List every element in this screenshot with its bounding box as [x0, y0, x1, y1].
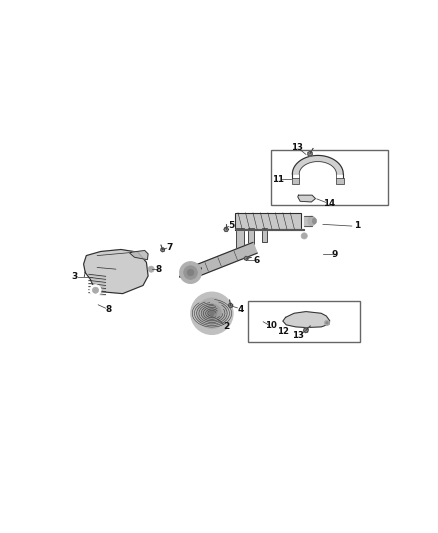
- Polygon shape: [244, 256, 248, 260]
- FancyBboxPatch shape: [336, 178, 344, 184]
- Polygon shape: [188, 243, 257, 279]
- Polygon shape: [129, 251, 148, 260]
- Ellipse shape: [312, 218, 317, 224]
- Polygon shape: [304, 216, 312, 225]
- Text: 12: 12: [277, 327, 289, 336]
- Ellipse shape: [308, 216, 315, 225]
- Text: 9: 9: [332, 250, 338, 259]
- FancyBboxPatch shape: [271, 150, 388, 205]
- Polygon shape: [308, 151, 312, 156]
- Polygon shape: [84, 249, 148, 294]
- FancyBboxPatch shape: [262, 229, 267, 242]
- Circle shape: [324, 320, 330, 326]
- Text: 4: 4: [237, 305, 244, 314]
- Text: 11: 11: [272, 175, 284, 184]
- Polygon shape: [228, 303, 233, 308]
- Text: 2: 2: [223, 322, 230, 332]
- Text: 13: 13: [291, 143, 304, 152]
- Text: 7: 7: [166, 243, 173, 252]
- FancyBboxPatch shape: [237, 228, 244, 248]
- Text: 5: 5: [228, 221, 234, 230]
- Circle shape: [184, 266, 197, 279]
- Circle shape: [197, 298, 227, 328]
- Circle shape: [92, 287, 99, 293]
- FancyBboxPatch shape: [235, 213, 301, 229]
- Polygon shape: [298, 195, 315, 202]
- FancyBboxPatch shape: [248, 301, 360, 342]
- Circle shape: [202, 304, 222, 323]
- Text: 8: 8: [156, 265, 162, 273]
- Polygon shape: [283, 312, 330, 328]
- Text: 6: 6: [254, 256, 260, 265]
- Text: 8: 8: [105, 305, 112, 314]
- Text: 13: 13: [293, 331, 304, 340]
- Text: 10: 10: [265, 321, 277, 330]
- Polygon shape: [304, 328, 308, 333]
- Circle shape: [207, 308, 217, 318]
- Circle shape: [209, 311, 214, 316]
- Text: 3: 3: [71, 272, 78, 281]
- Polygon shape: [235, 229, 304, 230]
- Text: 14: 14: [323, 199, 335, 208]
- Circle shape: [148, 266, 154, 272]
- Text: 1: 1: [354, 221, 360, 230]
- Circle shape: [301, 233, 307, 239]
- Circle shape: [180, 262, 201, 284]
- Circle shape: [187, 269, 194, 276]
- Polygon shape: [293, 156, 343, 174]
- Circle shape: [325, 321, 328, 324]
- FancyBboxPatch shape: [292, 178, 299, 184]
- Polygon shape: [161, 248, 165, 252]
- Circle shape: [90, 285, 101, 296]
- Circle shape: [191, 292, 233, 334]
- Polygon shape: [224, 228, 228, 231]
- FancyBboxPatch shape: [248, 228, 254, 245]
